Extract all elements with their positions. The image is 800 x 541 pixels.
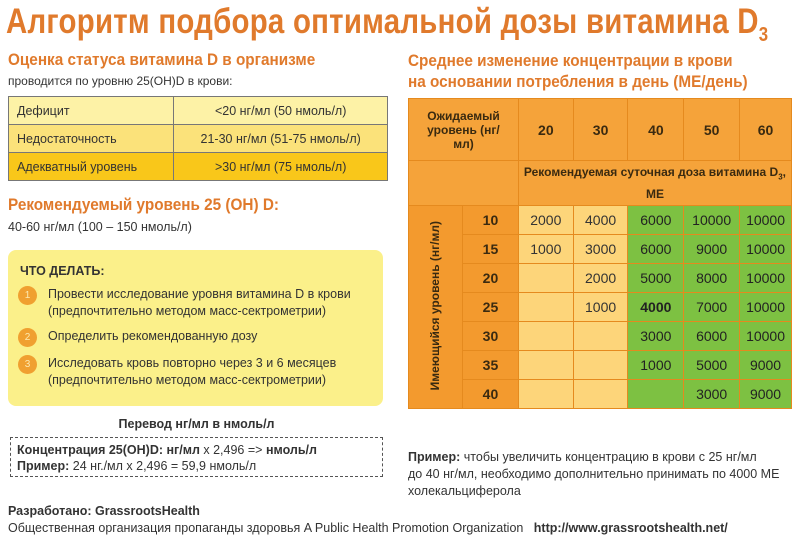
recommended-heading: Рекомендуемый уровень 25 (OH) D: [8,195,279,214]
todo-step: 3 Исследовать кровь повторно через 3 и 6 … [18,355,383,389]
step-number-icon: 3 [18,355,37,374]
todo-step: 1 Провести исследование уровня витамина D… [18,286,383,320]
dose-cell: 10000 [739,321,792,351]
dose-cell: 1000 [517,234,574,264]
current-level: 15 [461,234,519,264]
dose-row: 25 1000 4000 7000 10000 [409,292,792,322]
dose-heading: Среднее изменение концентрации в крови на… [408,51,748,91]
step-number-icon: 2 [18,328,37,347]
dose-cell: 10000 [739,234,792,264]
current-level: 20 [461,263,519,293]
dose-cell: 6000 [627,234,685,264]
dose-cell: 5000 [683,350,741,380]
dose-cell: 1000 [627,350,685,380]
dose-table: Ожидаемый уровень (нг/мл) 20 30 40 50 60 Рек… [408,98,793,409]
dose-row: Имеющийся уровень (нг/мл) 10 2000 4000 6000 1… [408,205,792,409]
expected-level-40: 40 [627,98,685,161]
dose-row: 30 3000 6000 10000 [409,321,792,351]
step-number-icon: 1 [18,286,37,305]
recommended-value: 40-60 нг/мл (100 – 150 нмоль/л) [8,220,192,234]
dose-cell: 4000 [627,292,685,322]
dose-cell: 1000 [572,292,629,322]
todo-heading: ЧТО ДЕЛАТЬ: [20,264,105,278]
credits-label: Разработано: GrassrootsHealth [8,504,200,518]
dose-row: 35 1000 5000 9000 [409,350,792,380]
current-level: 35 [461,350,519,380]
dose-cell: 8000 [683,263,741,293]
dose-cell: 2000 [572,263,629,293]
dose-cell [517,321,574,351]
dose-row: 40 3000 9000 [409,379,792,409]
dose-cell: 6000 [683,321,741,351]
dose-cell: 7000 [683,292,741,322]
example-note: Пример: чтобы увеличить концентрацию в к… [408,450,780,498]
dose-cell: 4000 [572,205,629,235]
dose-subheader: Рекомендуемая суточная доза витамина D3,… [517,160,793,206]
dose-cell: 2000 [517,205,574,235]
current-level: 30 [461,321,519,351]
current-level: 25 [461,292,519,322]
dose-cell [517,292,574,322]
dose-cell: 6000 [627,205,685,235]
dose-cell: 10000 [683,205,741,235]
dose-cell [517,350,574,380]
status-row: Адекватный уровень >30 нг/мл (75 нмоль/л) [7,152,388,181]
dose-cell: 9000 [739,379,792,409]
dose-row: 20 2000 5000 8000 10000 [409,263,792,293]
expected-label: Ожидаемый уровень (нг/мл) [408,98,519,161]
dose-cell: 3000 [683,379,741,409]
dose-cell [627,379,685,409]
conversion-box: Концентрация 25(OH)D: нг/мл x 2,496 => н… [10,437,383,477]
expected-level-30: 30 [572,98,629,161]
status-row: Недостаточность 21-30 нг/мл (51-75 нмоль/… [7,124,388,153]
dose-cell: 5000 [627,263,685,293]
dose-cell: 3000 [572,234,629,264]
page-title: Алгоритм подбора оптимальной дозы витами… [6,2,769,46]
todo-box: ЧТО ДЕЛАТЬ: 1 Провести исследование уровн… [8,250,383,406]
todo-step: 2 Определить рекомендованную дозу [18,328,383,347]
dose-cell: 10000 [739,263,792,293]
status-row: Дефицит <20 нг/мл (50 нмоль/л) [7,96,388,125]
conversion-heading: Перевод нг/мл в нмоль/л [118,417,275,431]
expected-level-50: 50 [683,98,741,161]
status-subtitle: проводится по уровню 25(OH)D в крови: [8,74,233,88]
dose-cell [517,263,574,293]
dose-cell: 10000 [739,292,792,322]
expected-level-60: 60 [739,98,792,161]
status-heading: Оценка статуса витамина D в организме [8,50,316,69]
current-level: 10 [461,205,519,235]
expected-level-20: 20 [517,98,574,161]
credits-url[interactable]: http://www.grassrootshealth.net/ [533,521,728,535]
dose-cell [517,379,574,409]
dose-cell: 9000 [683,234,741,264]
dose-cell [572,379,629,409]
current-level: 40 [461,379,519,409]
dose-row: 15 1000 3000 6000 9000 10000 [409,234,792,264]
status-table: Дефицит <20 нг/мл (50 нмоль/л) Недостаточ… [7,96,388,181]
current-label: Имеющийся уровень (нг/мл) [408,205,463,409]
credits-line: Общественная организация пропаганды здор… [8,521,728,535]
dose-cell: 10000 [739,205,792,235]
dose-cell [572,350,629,380]
dose-cell [572,321,629,351]
dose-cell: 3000 [627,321,685,351]
dose-cell: 9000 [739,350,792,380]
